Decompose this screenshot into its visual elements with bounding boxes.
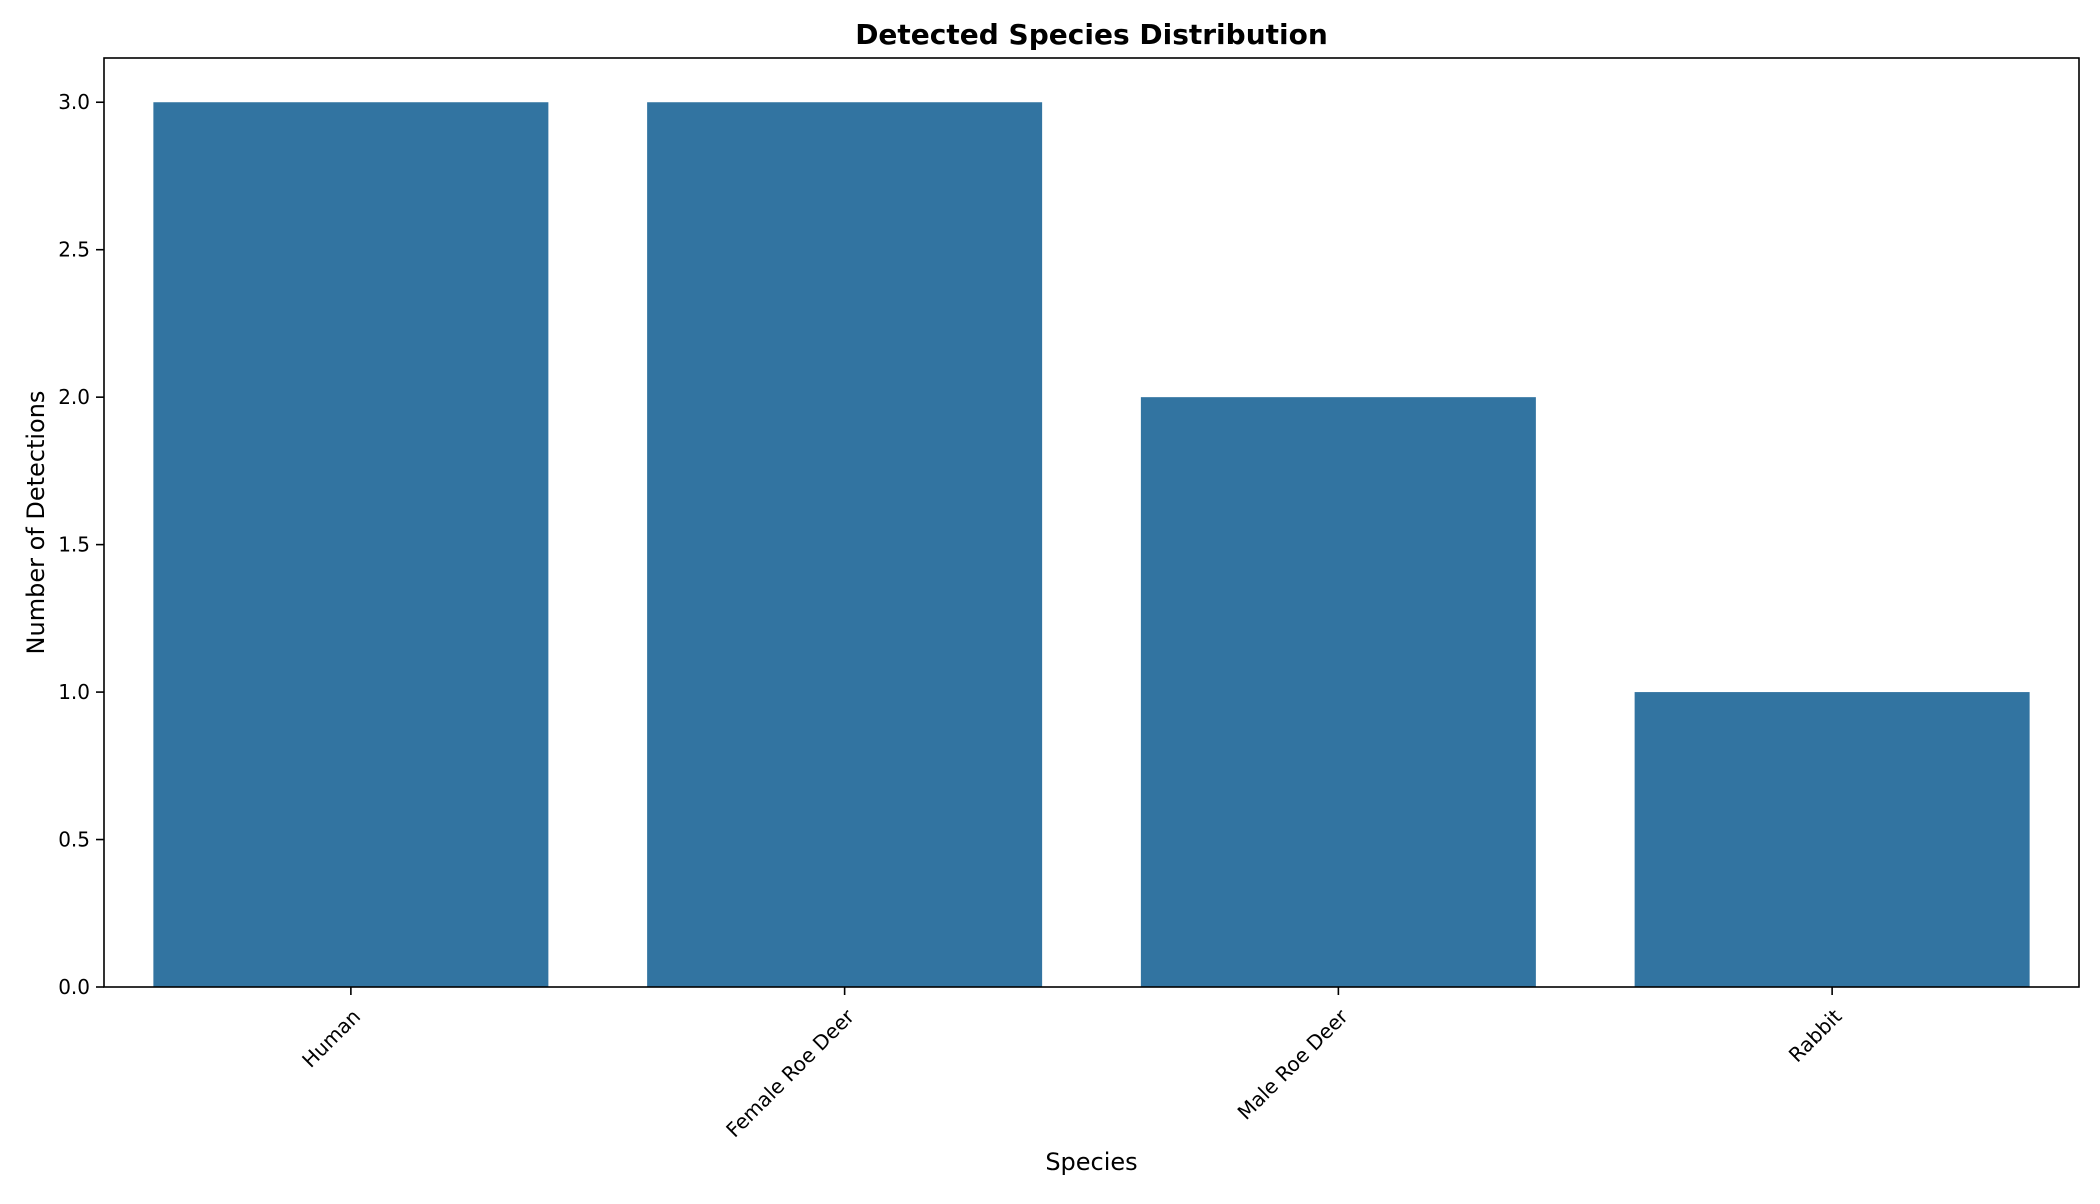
bar [647,102,1043,987]
y-tick-label: 2.5 [58,238,90,262]
x-axis: Human Female Roe Deer Male Roe Deer Rabbit [297,987,1847,1142]
y-tick-label: 2.0 [58,385,90,409]
plot-frame [103,57,2080,988]
x-axis-label: Species [1045,1148,1137,1176]
y-tick-label: 1.5 [58,533,90,557]
y-axis: 0.0 0.5 1.0 1.5 2.0 2.5 3.0 [58,90,104,999]
bar [1140,397,1536,988]
x-tick-label: Female Roe Deer [721,1004,859,1142]
x-tick-label: Rabbit [1784,1004,1847,1067]
y-axis-label: Number of Detections [22,391,50,655]
bars-layer [153,102,2030,988]
bar [153,102,549,987]
chart-title: Detected Species Distribution [855,18,1328,51]
y-tick-label: 0.0 [58,975,90,999]
y-tick-label: 1.0 [58,680,90,704]
y-tick-label: 0.5 [58,828,90,852]
x-tick-label: Male Roe Deer [1233,1004,1354,1125]
bar [1634,692,2030,987]
x-tick-label: Human [297,1004,365,1072]
y-tick-label: 3.0 [58,90,90,114]
